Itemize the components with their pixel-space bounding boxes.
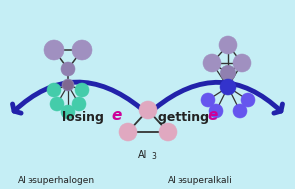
Circle shape [44,40,64,60]
Circle shape [219,36,237,54]
Text: losing: losing [62,112,108,125]
Circle shape [47,83,61,97]
Circle shape [220,65,236,81]
Circle shape [241,93,255,107]
Text: 3: 3 [27,178,32,184]
Text: Al: Al [138,150,148,160]
Circle shape [62,79,74,91]
Text: -superhalogen: -superhalogen [30,176,95,185]
Circle shape [75,83,89,97]
Text: e: e [111,108,121,123]
Circle shape [61,105,75,119]
Circle shape [72,40,92,60]
Text: e: e [207,108,217,123]
Circle shape [63,80,73,90]
Circle shape [139,101,157,119]
Circle shape [220,79,236,95]
Text: 3: 3 [177,178,181,184]
Circle shape [159,123,177,141]
Text: -superalkali: -superalkali [180,176,233,185]
Circle shape [233,104,247,118]
Circle shape [209,104,223,118]
Circle shape [203,54,221,72]
Circle shape [119,123,137,141]
Text: Al: Al [168,176,177,185]
Circle shape [201,93,215,107]
Circle shape [233,54,251,72]
Circle shape [50,97,64,111]
Text: 3: 3 [151,152,156,161]
Circle shape [61,62,75,76]
Text: Al: Al [18,176,27,185]
Circle shape [72,97,86,111]
Text: getting: getting [158,112,213,125]
